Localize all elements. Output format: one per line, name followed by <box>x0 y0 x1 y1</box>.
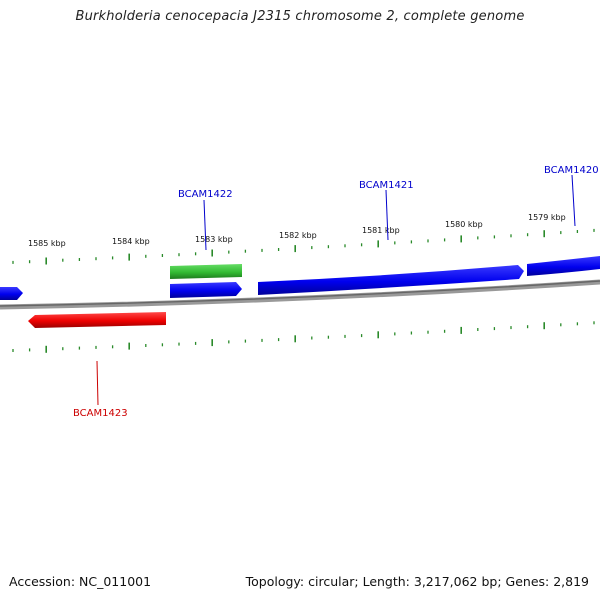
tick-label: 1581 kbp <box>362 226 400 235</box>
genome-summary-text: Topology: circular; Length: 3,217,062 bp… <box>245 574 589 589</box>
gene-label-bcam1422[interactable]: BCAM1422 <box>178 189 233 200</box>
gene-leader-line <box>385 189 389 241</box>
tick-label: 1584 kbp <box>112 237 150 246</box>
outer-tick-track <box>12 228 595 265</box>
gene-label-bcam1420[interactable]: BCAM1420 <box>544 165 599 176</box>
accession-text: Accession: NC_011001 <box>9 574 152 589</box>
inner-tick-track <box>12 321 595 353</box>
tick-labels: 1585 kbp 1584 kbp 1583 kbp 1582 kbp 1581… <box>28 213 566 248</box>
gene-label-bcam1423[interactable]: BCAM1423 <box>73 408 128 419</box>
gene-label-bcam1421[interactable]: BCAM1421 <box>359 180 414 191</box>
map-title: Burkholderia cenocepacia J2315 chromosom… <box>75 9 525 24</box>
tick-label: 1585 kbp <box>28 239 66 248</box>
tick-label: 1582 kbp <box>279 231 317 240</box>
gene-arrow-bcam1421[interactable] <box>258 265 524 295</box>
gene-arrow-bcam1423[interactable] <box>28 312 166 328</box>
tick-label: 1580 kbp <box>445 220 483 229</box>
gene-leader-line <box>96 360 99 406</box>
gene-arrow-bcam1422[interactable] <box>170 282 242 298</box>
tick-label: 1583 kbp <box>195 235 233 244</box>
chromosome-backbone <box>0 279 600 310</box>
gene-arrow-forward[interactable] <box>0 287 23 300</box>
gene-arrow-bcam1420[interactable] <box>527 256 600 276</box>
gene-leader-line <box>203 199 207 251</box>
tick-label: 1579 kbp <box>528 213 566 222</box>
gene-leader-line <box>571 174 576 227</box>
rna-gene-bar[interactable] <box>170 264 242 279</box>
